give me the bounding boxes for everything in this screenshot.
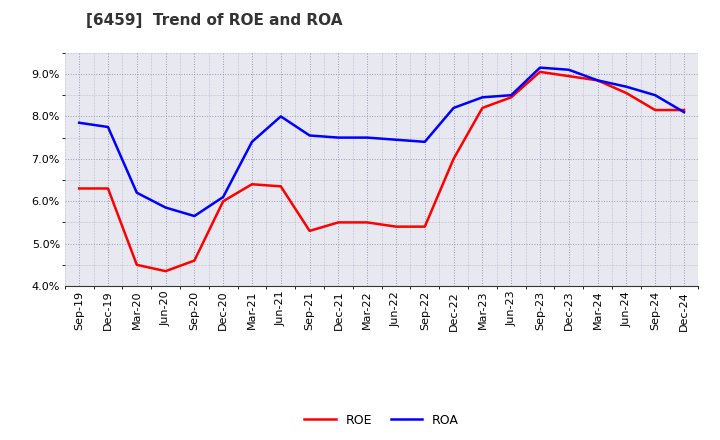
ROE: [622, 91, 631, 96]
ROE: [161, 268, 170, 274]
ROA: [536, 65, 544, 70]
ROA: [478, 95, 487, 100]
ROA: [507, 92, 516, 98]
ROE: [305, 228, 314, 234]
ROE: [219, 198, 228, 204]
ROE: [276, 184, 285, 189]
ROA: [622, 84, 631, 89]
ROE: [392, 224, 400, 229]
Line: ROE: ROE: [79, 72, 684, 271]
ROA: [680, 110, 688, 115]
ROA: [363, 135, 372, 140]
ROE: [536, 69, 544, 74]
ROA: [132, 190, 141, 195]
ROA: [449, 105, 458, 110]
ROA: [75, 120, 84, 125]
ROA: [219, 194, 228, 200]
ROE: [75, 186, 84, 191]
ROA: [305, 133, 314, 138]
ROE: [248, 182, 256, 187]
ROA: [651, 92, 660, 98]
ROA: [190, 213, 199, 219]
ROE: [593, 78, 602, 83]
ROE: [651, 107, 660, 113]
ROE: [190, 258, 199, 263]
ROA: [593, 78, 602, 83]
Line: ROA: ROA: [79, 68, 684, 216]
ROA: [104, 125, 112, 130]
ROA: [161, 205, 170, 210]
ROA: [334, 135, 343, 140]
ROA: [420, 139, 429, 144]
ROE: [564, 73, 573, 79]
ROA: [276, 114, 285, 119]
ROE: [680, 107, 688, 113]
ROE: [507, 95, 516, 100]
ROE: [363, 220, 372, 225]
ROE: [104, 186, 112, 191]
ROA: [564, 67, 573, 73]
ROA: [248, 139, 256, 144]
ROE: [478, 105, 487, 110]
ROE: [132, 262, 141, 268]
ROE: [334, 220, 343, 225]
Legend: ROE, ROA: ROE, ROA: [305, 414, 459, 426]
ROE: [420, 224, 429, 229]
Text: [6459]  Trend of ROE and ROA: [6459] Trend of ROE and ROA: [86, 13, 343, 28]
ROE: [449, 156, 458, 161]
ROA: [392, 137, 400, 143]
